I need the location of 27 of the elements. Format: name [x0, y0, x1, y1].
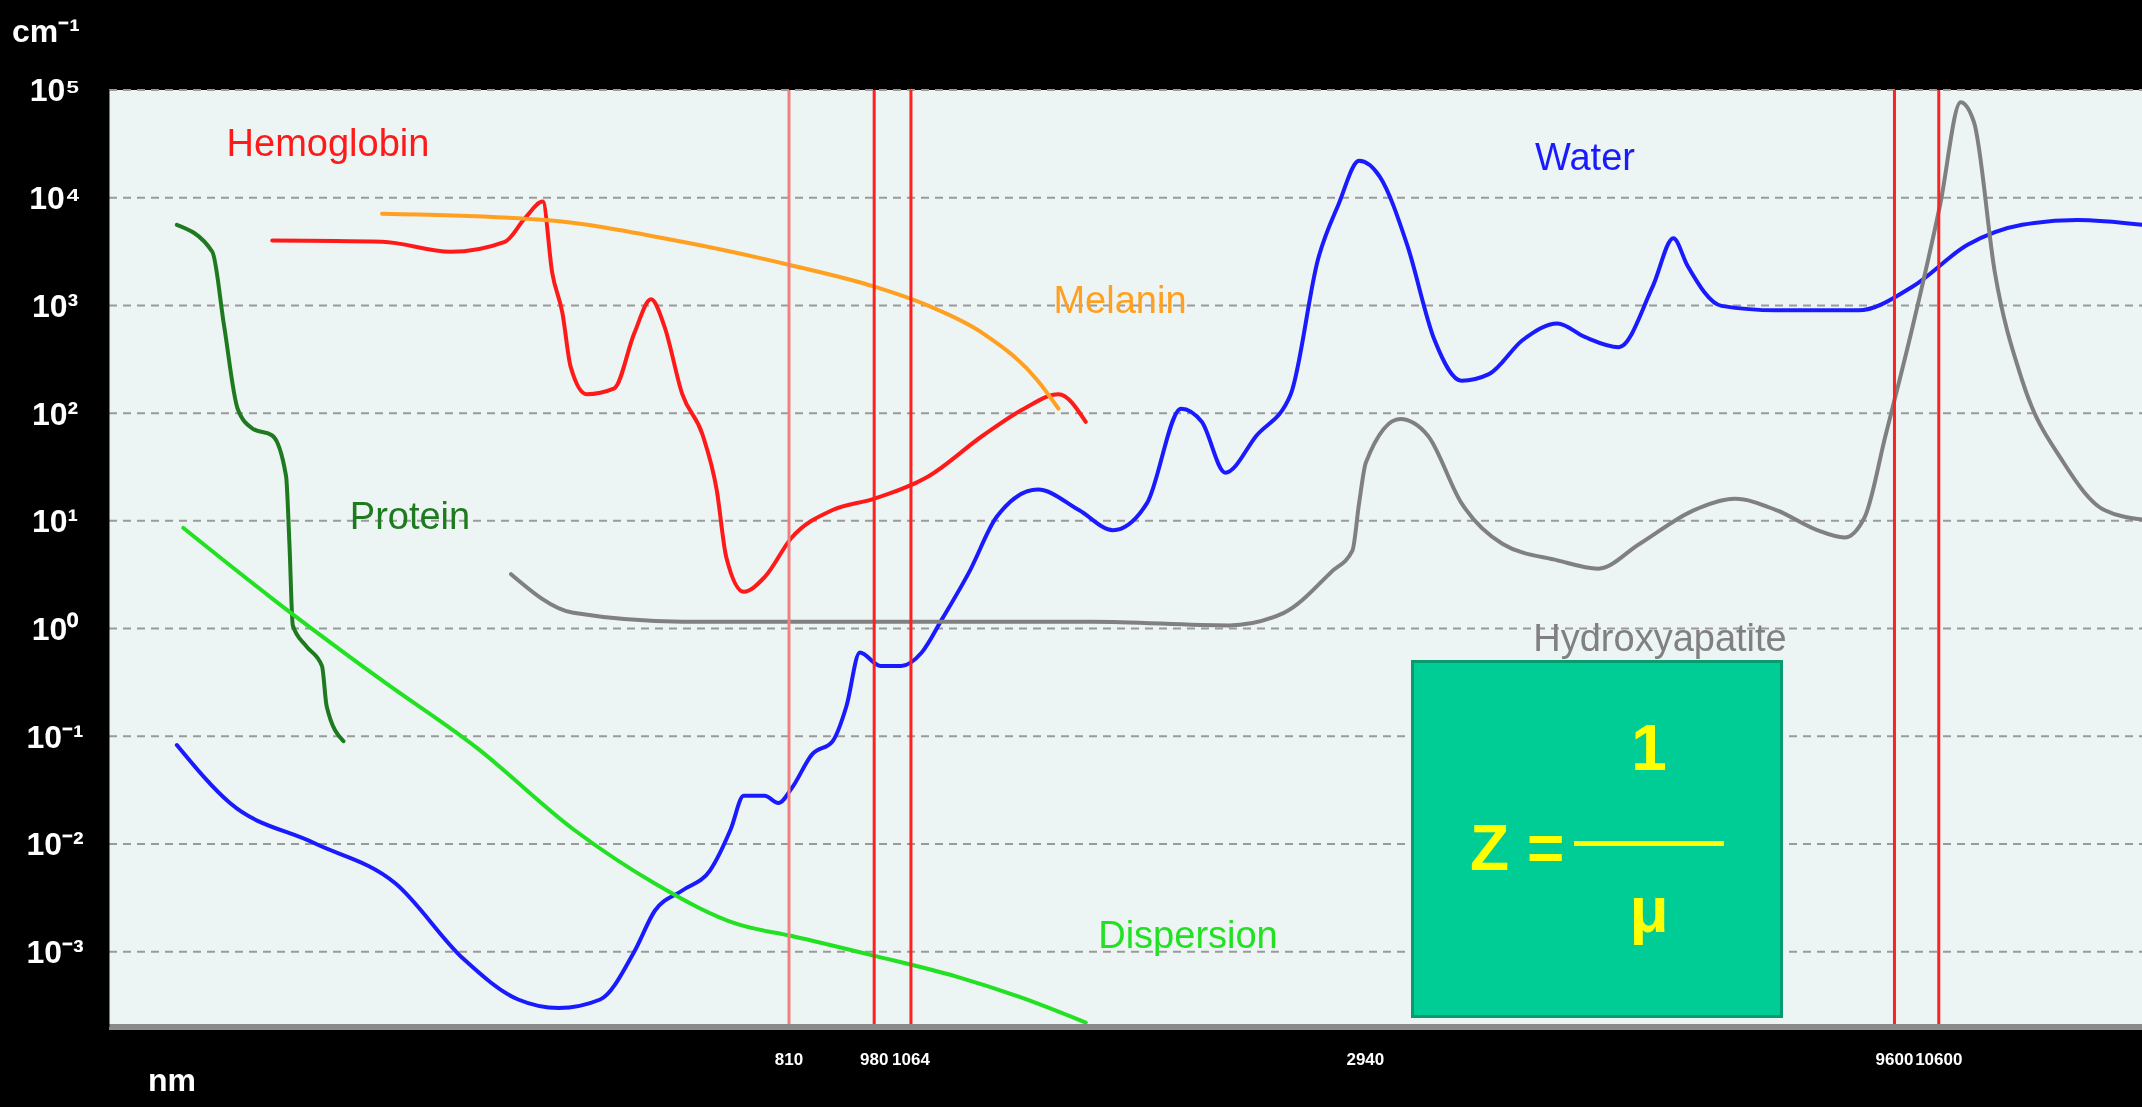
y-axis-title: cm⁻¹: [12, 12, 80, 51]
x-tick-label: 2940: [1346, 1050, 1385, 1069]
x-tick-label: 980: [859, 1050, 889, 1069]
series-label: Melanin: [1053, 278, 1187, 322]
annotation: 1: [1630, 711, 1668, 785]
x-axis-title: nm: [148, 1062, 196, 1099]
y-tick-label: 10¹: [31, 503, 79, 540]
x-tick-label: 1064: [892, 1050, 931, 1069]
y-tick-label: 10⁻³: [26, 934, 84, 971]
formula-box: Z = 1 μ: [1411, 660, 1783, 1018]
series-label: Hydroxyapatite: [1533, 616, 1787, 660]
series-label: Dispersion: [1098, 913, 1278, 957]
y-tick-label: 10⁻²: [26, 826, 84, 863]
x-tick-label: 810: [774, 1050, 804, 1069]
x-tick-label: 10600: [1915, 1050, 1963, 1069]
y-tick-label: 10⁵: [29, 72, 81, 109]
annotation: μ: [1628, 873, 1670, 947]
y-tick-label: 10³: [31, 287, 79, 324]
annotation: Z =: [1470, 811, 1565, 885]
text: Hemoglobin: [226, 121, 430, 165]
y-tick-label: 10²: [31, 395, 79, 432]
series-label: Protein: [349, 494, 471, 538]
y-tick-label: 10⁰: [31, 610, 80, 647]
series-label: Water: [1535, 135, 1635, 179]
y-tick-label: 10⁴: [29, 180, 81, 217]
y-tick-label: 10⁻¹: [26, 718, 84, 755]
x-tick-label: 9600: [1875, 1050, 1914, 1069]
